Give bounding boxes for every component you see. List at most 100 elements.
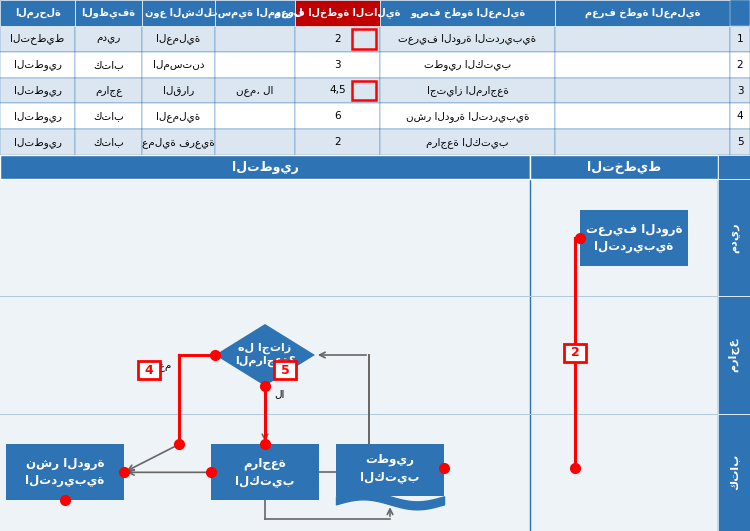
Text: تسمية الموصل: تسمية الموصل [208,7,302,19]
Text: عملية فرعية: عملية فرعية [142,136,214,148]
Text: المرحلة: المرحلة [15,8,60,18]
Bar [215,26,295,52]
Text: 6: 6 [334,112,340,121]
Bar [555,78,730,104]
Bar [295,52,380,78]
Bar [142,26,215,52]
Bar [336,444,444,496]
Text: التطوير: التطوير [13,85,62,96]
Text: تطوير
الكتيب: تطوير الكتيب [360,453,420,483]
Text: القرار: القرار [163,85,194,96]
Text: لا: لا [274,389,284,399]
Bar [215,129,295,155]
Bar [730,26,750,52]
Polygon shape [215,324,315,386]
Bar [0,0,75,26]
Text: مراجعة الكتيب: مراجعة الكتيب [426,136,508,148]
Text: نوع الشكل: نوع الشكل [145,8,212,18]
Text: 3: 3 [334,59,340,70]
Bar [555,129,730,155]
Text: اجتياز المراجعة: اجتياز المراجعة [427,85,508,96]
Bar [75,78,142,104]
Text: هل اجتاز
المراجعة؟: هل اجتاز المراجعة؟ [235,342,296,367]
Text: كتاب: كتاب [93,112,124,121]
Bar [718,296,750,414]
Text: كتاب: كتاب [93,137,124,147]
Text: مراجعة
الكتيب: مراجعة الكتيب [236,457,295,487]
Bar [215,52,295,78]
Bar [295,26,380,52]
Text: 1: 1 [736,34,743,44]
Bar [295,104,380,129]
Text: التطوير: التطوير [13,59,62,70]
Bar [380,26,555,52]
Text: 2: 2 [334,34,340,44]
Bar [730,78,750,104]
Text: مراجع: مراجع [94,85,122,96]
Text: 4: 4 [736,112,743,121]
Bar [6,444,124,500]
Bar [530,155,718,179]
Bar [380,0,555,26]
Bar [730,104,750,129]
Bar [0,129,75,155]
Text: العملية: العملية [156,111,201,122]
Text: الوظيفة: الوظيفة [82,7,136,19]
Text: 2: 2 [334,137,340,147]
Text: نشر الدورة التدريبية: نشر الدورة التدريبية [406,111,530,122]
Text: 5: 5 [736,137,743,147]
Bar [352,29,376,49]
Bar [295,129,380,155]
Text: وصف خطوة العملية: وصف خطوة العملية [410,7,525,19]
Bar [730,52,750,78]
Text: معرف خطوة العملية: معرف خطوة العملية [585,7,700,19]
Bar [380,104,555,129]
Bar [555,0,730,26]
Text: العملية: العملية [156,33,201,45]
Bar [555,104,730,129]
Text: تطوير الكتيب: تطوير الكتيب [424,59,512,70]
Bar [75,129,142,155]
Text: نشر الدورة
التدريبية: نشر الدورة التدريبية [26,457,104,487]
Bar [352,81,376,100]
Bar [295,0,380,26]
Text: 4,5: 4,5 [329,85,346,96]
Text: كتاب: كتاب [729,454,739,491]
Bar [718,155,750,179]
Bar [142,0,215,26]
Bar [142,78,215,104]
Bar [295,78,380,104]
Text: التطوير: التطوير [13,111,62,122]
Bar [380,52,555,78]
Text: مراجع: مراجع [728,338,740,372]
Text: كتاب: كتاب [93,59,124,70]
Text: التخطيط: التخطيط [587,160,661,174]
Bar [75,104,142,129]
Bar [274,361,296,379]
Bar [555,52,730,78]
Bar [142,129,215,155]
Bar [580,210,688,266]
Text: 2: 2 [736,59,743,70]
Text: تعريف الدورة التدريبية: تعريف الدورة التدريبية [398,33,536,45]
Bar [0,179,718,531]
Bar [0,52,75,78]
Text: 5: 5 [280,364,290,376]
Text: المستند: المستند [153,59,204,70]
Bar [564,344,586,362]
Bar [211,444,319,500]
Bar [730,129,750,155]
Bar [138,361,160,379]
Bar [555,26,730,52]
Bar [718,179,750,296]
Text: التخطيط: التخطيط [10,33,64,45]
Bar [0,78,75,104]
Bar [380,129,555,155]
Text: نعم، لا: نعم، لا [236,85,274,96]
Bar [75,26,142,52]
Text: مدير: مدير [96,34,121,44]
Text: معرف الخطوة التالية: معرف الخطوة التالية [274,7,400,19]
Bar [75,0,142,26]
Bar [0,155,530,179]
Bar [142,52,215,78]
